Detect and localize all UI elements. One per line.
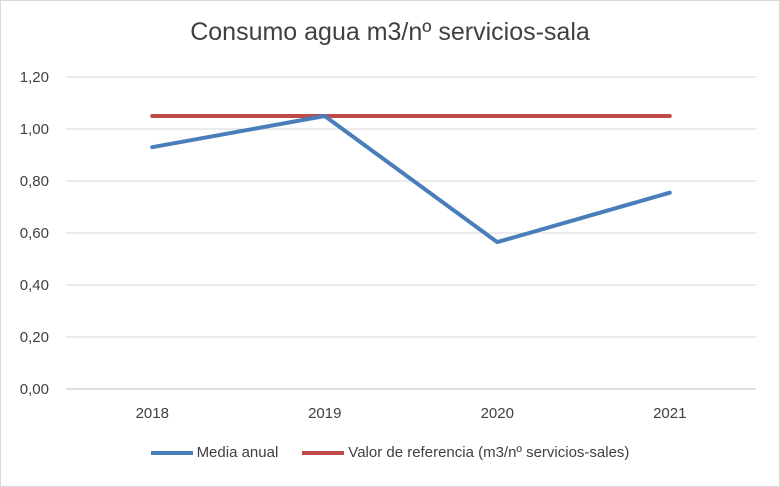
x-tick-label: 2018	[136, 405, 169, 422]
series-line-media-anual	[150, 114, 672, 245]
y-tick-label: 0,60	[20, 225, 49, 242]
legend-item-valor-referencia: Valor de referencia (m3/nº servicios-sal…	[302, 444, 629, 461]
y-tick-label: 0,40	[20, 277, 49, 294]
x-tick-label: 2020	[481, 405, 514, 422]
legend-label-valor-referencia: Valor de referencia (m3/nº servicios-sal…	[348, 444, 630, 461]
y-tick-label: 0,80	[20, 173, 49, 190]
legend-label-media-anual: Media anual	[196, 444, 279, 461]
y-tick-label: 1,20	[20, 69, 49, 86]
x-tick-label: 2021	[653, 405, 686, 422]
legend-swatch-media-anual	[150, 450, 193, 455]
y-tick-label: 0,00	[20, 381, 49, 398]
legend-item-media-anual: Media anual	[150, 444, 279, 461]
y-tick-label: 0,20	[20, 329, 49, 346]
legend: Media anual Valor de referencia (m3/nº s…	[0, 444, 780, 461]
y-tick-label: 1,00	[20, 121, 49, 138]
chart-title: Consumo agua m3/nº servicios-sala	[190, 18, 590, 46]
x-tick-label: 2019	[308, 405, 341, 422]
legend-swatch-valor-referencia	[302, 450, 345, 455]
